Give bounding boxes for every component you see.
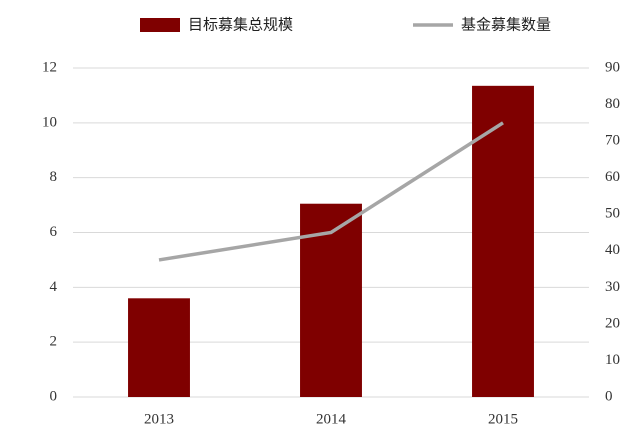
y-tick-label: 2 [50,334,58,350]
y-tick-label: 6 [50,224,58,240]
y2-tick-label: 70 [605,133,620,149]
y2-tick-label: 80 [605,96,620,112]
y2-tick-label: 30 [605,279,620,295]
x-tick-label: 2013 [144,411,174,427]
bar [472,85,534,397]
legend-label: 目标募集总规模 [188,16,293,34]
x-tick-label: 2015 [488,411,518,427]
y-tick-label: 4 [50,279,58,295]
y2-tick-label: 0 [605,388,613,404]
y-tick-label: 10 [42,114,57,130]
y-tick-label: 12 [42,59,57,75]
y-tick-label: 0 [50,388,58,404]
line [158,121,504,262]
bar [128,298,190,397]
y2-tick-label: 50 [605,206,620,222]
y2-tick-label: 10 [605,352,620,368]
legend-label: 基金募集数量 [461,16,551,34]
y2-tick-label: 40 [605,242,620,258]
y2-tick-label: 60 [605,169,620,185]
y2-tick-label: 20 [605,315,620,331]
y2-tick-label: 90 [605,59,620,75]
y-tick-label: 8 [50,169,58,185]
x-tick-label: 2014 [316,411,347,427]
legend-swatch [140,18,180,32]
